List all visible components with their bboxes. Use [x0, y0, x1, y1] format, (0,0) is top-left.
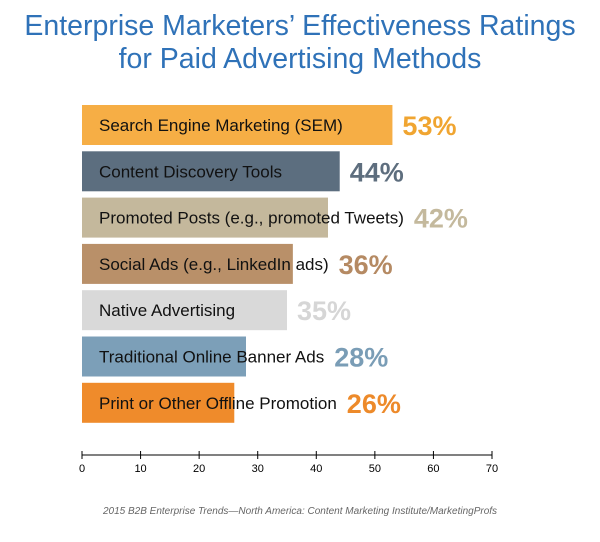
- x-tick-label-50: 50: [369, 463, 381, 475]
- x-tick-label-30: 30: [252, 463, 264, 475]
- value-label-4: 36%: [339, 250, 393, 280]
- bar-label-2: Content Discovery Tools: [99, 162, 282, 181]
- bar-2: [82, 151, 340, 192]
- bar-label-1: Search Engine Marketing (SEM): [99, 116, 343, 135]
- bar-label-5: Native Advertising: [99, 301, 235, 320]
- chart-title: Enterprise Marketers’ Effectiveness Rati…: [0, 10, 600, 76]
- bar-7: [82, 382, 235, 423]
- chart-source: 2015 B2B Enterprise Trends—North America…: [102, 506, 498, 517]
- value-label-5: 35%: [297, 296, 351, 326]
- x-tick-label-0: 0: [79, 463, 85, 475]
- bar-label-4: Social Ads (e.g., LinkedIn ads): [99, 255, 329, 274]
- bar-label-6: Traditional Online Banner Ads: [99, 348, 324, 367]
- bar-3: [82, 197, 328, 238]
- x-tick-label-60: 60: [427, 463, 439, 475]
- chart-title-line-2: for Paid Advertising Methods: [118, 43, 482, 75]
- value-label-1: 53%: [402, 111, 456, 141]
- value-label-2: 44%: [350, 157, 404, 187]
- bar-5: [82, 290, 287, 331]
- x-tick-label-40: 40: [310, 463, 322, 475]
- value-label-7: 26%: [347, 389, 401, 419]
- value-label-3: 42%: [414, 204, 468, 234]
- x-tick-label-20: 20: [193, 463, 205, 475]
- value-label-6: 28%: [334, 343, 388, 373]
- bar-4: [82, 243, 293, 284]
- bar-1: [82, 105, 393, 145]
- x-tick-label-10: 10: [134, 463, 146, 475]
- bar-label-3: Promoted Posts (e.g., promoted Tweets): [99, 209, 404, 228]
- bar-6: [82, 336, 246, 377]
- bar-label-7: Print or Other Offline Promotion: [99, 394, 337, 413]
- bar-chart: Search Engine Marketing (SEM) 53% Content …: [79, 105, 498, 475]
- chart-title-line-1: Enterprise Marketers’ Effectiveness Rati…: [24, 10, 576, 42]
- x-tick-label-70: 70: [486, 463, 498, 475]
